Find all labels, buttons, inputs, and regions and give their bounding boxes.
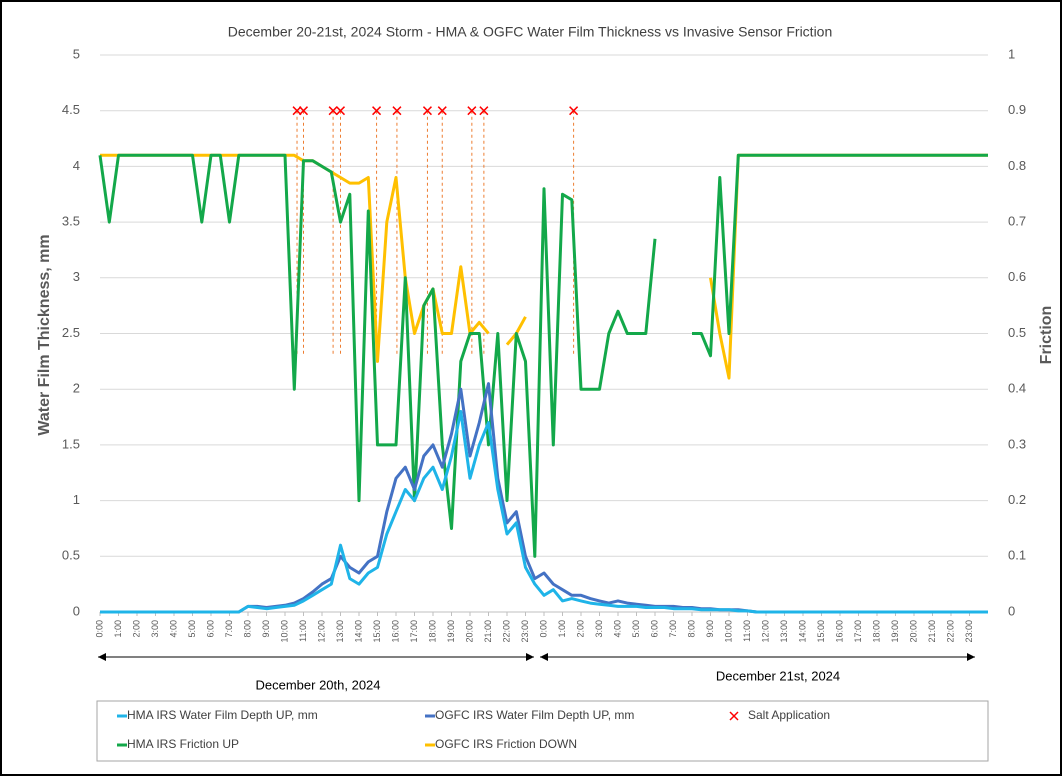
y-tick-label: 0.5 bbox=[62, 548, 80, 563]
y2-tick-label: 0 bbox=[1008, 603, 1015, 618]
salt-marker bbox=[479, 106, 489, 116]
x-tick-label: 3:00 bbox=[594, 620, 604, 638]
x-tick-label: 11:00 bbox=[742, 620, 752, 642]
y-tick-label: 1.5 bbox=[62, 436, 80, 451]
y-tick-label: 2 bbox=[73, 381, 80, 396]
x-tick-label: 2:00 bbox=[575, 620, 585, 638]
y2-tick-label: 0.4 bbox=[1008, 381, 1026, 396]
y-tick-label: 5 bbox=[73, 46, 80, 61]
x-tick-label: 17:00 bbox=[409, 620, 419, 643]
x-tick-label: 12:00 bbox=[760, 620, 770, 643]
x-tick-label: 21:00 bbox=[927, 620, 937, 643]
x-tick-label: 6:00 bbox=[205, 620, 215, 638]
x-tick-label: 0:00 bbox=[538, 620, 548, 638]
salt-marker bbox=[328, 106, 338, 116]
salt-marker bbox=[372, 106, 382, 116]
x-tick-label: 15:00 bbox=[372, 620, 382, 643]
y2-tick-label: 0.6 bbox=[1008, 269, 1026, 284]
x-tick-label: 2:00 bbox=[131, 620, 141, 638]
y-tick-label: 3 bbox=[73, 269, 80, 284]
x-tick-label: 23:00 bbox=[964, 620, 974, 643]
x-tick-label: 5:00 bbox=[187, 620, 197, 638]
x-tick-label: 21:00 bbox=[483, 620, 493, 643]
x-tick-label: 9:00 bbox=[705, 620, 715, 638]
salt-marker bbox=[335, 106, 346, 116]
y2-tick-label: 0.7 bbox=[1008, 214, 1026, 229]
y-tick-label: 2.5 bbox=[62, 325, 80, 340]
y2-axis-label: Friction bbox=[1038, 306, 1055, 365]
x-tick-label: 0:00 bbox=[94, 620, 104, 638]
y2-tick-label: 0.3 bbox=[1008, 436, 1026, 451]
y-tick-label: 1 bbox=[73, 492, 80, 507]
y2-tick-label: 0.5 bbox=[1008, 325, 1026, 340]
y-tick-label: 4 bbox=[73, 158, 80, 173]
x-tick-label: 5:00 bbox=[631, 620, 641, 638]
x-tick-label: 22:00 bbox=[945, 620, 955, 643]
x-tick-label: 7:00 bbox=[668, 620, 678, 638]
y2-tick-label: 1 bbox=[1008, 46, 1015, 61]
x-tick-label: 19:00 bbox=[446, 620, 456, 643]
salt-marker bbox=[569, 106, 579, 116]
annotation: December 20th, 2024 bbox=[255, 677, 380, 692]
x-tick-label: 18:00 bbox=[427, 620, 437, 643]
x-tick-label: 8:00 bbox=[686, 620, 696, 638]
salt-marker bbox=[437, 106, 447, 116]
y-tick-label: 3.5 bbox=[62, 214, 80, 229]
x-tick-label: 19:00 bbox=[890, 620, 900, 643]
x-tick-label: 14:00 bbox=[353, 620, 363, 643]
x-tick-label: 8:00 bbox=[242, 620, 252, 638]
annotation: December 21st, 2024 bbox=[716, 668, 840, 683]
x-tick-label: 3:00 bbox=[150, 620, 160, 638]
legend bbox=[96, 700, 989, 762]
legend-swatch bbox=[729, 711, 739, 721]
legend-label: HMA IRS Friction UP bbox=[127, 737, 239, 751]
y2-tick-label: 0.8 bbox=[1008, 158, 1026, 173]
x-tick-label: 6:00 bbox=[649, 620, 659, 638]
chart-title: December 20-21st, 2024 Storm - HMA & OGF… bbox=[228, 24, 833, 40]
salt-marker bbox=[467, 106, 477, 116]
legend-label: OGFC IRS Friction DOWN bbox=[435, 737, 577, 751]
legend-label: Salt Application bbox=[748, 708, 830, 722]
x-tick-label: 20:00 bbox=[908, 620, 918, 643]
x-tick-label: 1:00 bbox=[113, 620, 123, 638]
salt-marker bbox=[298, 106, 309, 116]
x-tick-label: 10:00 bbox=[279, 620, 289, 643]
y2-tick-label: 0.9 bbox=[1008, 102, 1026, 117]
x-tick-label: 4:00 bbox=[168, 620, 178, 638]
x-tick-label: 11:00 bbox=[298, 620, 308, 642]
y-axis-label: Water Film Thickness, mm bbox=[36, 234, 53, 435]
y2-tick-label: 0.2 bbox=[1008, 492, 1026, 507]
series-line bbox=[100, 410, 988, 614]
y-tick-label: 0 bbox=[73, 603, 80, 618]
series-line bbox=[98, 153, 988, 558]
x-tick-label: 4:00 bbox=[612, 620, 622, 638]
x-tick-label: 23:00 bbox=[520, 620, 530, 643]
salt-marker bbox=[292, 106, 302, 116]
x-tick-label: 14:00 bbox=[797, 620, 807, 643]
x-tick-label: 22:00 bbox=[501, 620, 511, 643]
x-tick-label: 17:00 bbox=[853, 620, 863, 643]
y2-tick-label: 0.1 bbox=[1008, 548, 1026, 563]
x-tick-label: 7:00 bbox=[224, 620, 234, 638]
salt-marker bbox=[392, 106, 402, 116]
y-tick-label: 4.5 bbox=[62, 102, 80, 117]
x-tick-label: 15:00 bbox=[816, 620, 826, 643]
x-tick-label: 16:00 bbox=[834, 620, 844, 643]
x-tick-label: 9:00 bbox=[261, 620, 271, 638]
x-tick-label: 16:00 bbox=[390, 620, 400, 643]
x-tick-label: 10:00 bbox=[723, 620, 733, 643]
x-tick-label: 18:00 bbox=[871, 620, 881, 643]
legend-label: HMA IRS Water Film Depth UP, mm bbox=[127, 708, 318, 722]
x-tick-label: 13:00 bbox=[335, 620, 345, 643]
salt-marker bbox=[422, 106, 432, 116]
x-tick-label: 13:00 bbox=[779, 620, 789, 643]
x-tick-label: 20:00 bbox=[464, 620, 474, 643]
x-tick-label: 1:00 bbox=[557, 620, 567, 638]
x-tick-label: 12:00 bbox=[316, 620, 326, 643]
legend-label: OGFC IRS Water Film Depth UP, mm bbox=[435, 708, 634, 722]
